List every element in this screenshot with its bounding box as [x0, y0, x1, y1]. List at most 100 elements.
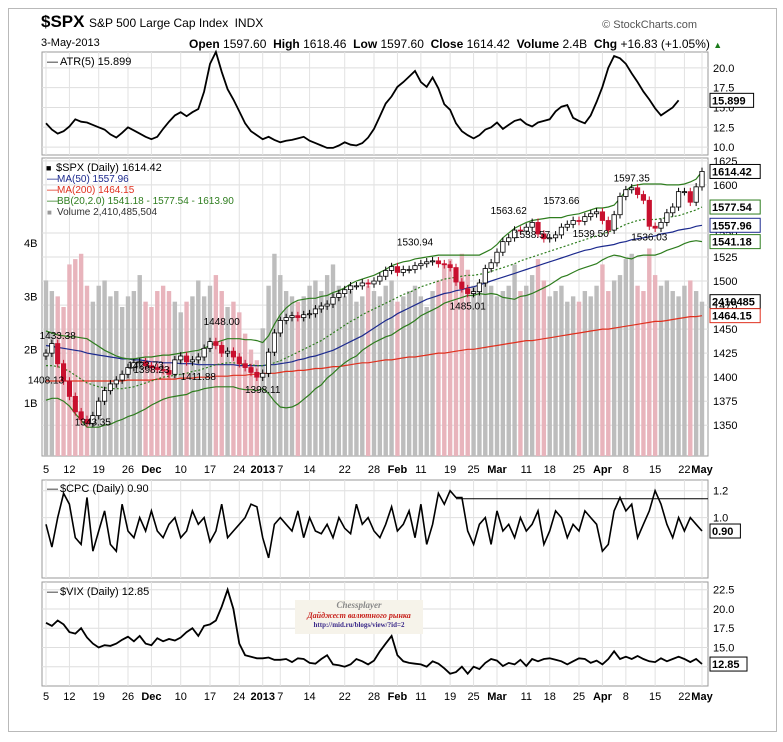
x-tick-label-bottom-2: 19 — [93, 691, 105, 703]
overlay-last-value-4: 1541.18 — [712, 237, 752, 249]
x-tick-label-3: 26 — [122, 464, 134, 476]
volume-bar — [219, 291, 224, 456]
x-tick-label-bottom-16: 25 — [467, 691, 479, 703]
volume-bar — [471, 285, 476, 456]
candle-body — [219, 345, 225, 354]
vix-last-value: 12.85 — [712, 659, 740, 671]
overlay-line-4 — [45, 240, 703, 428]
atr-tick-label-3: 12.5 — [713, 122, 734, 134]
volume-bar — [289, 296, 295, 456]
x-tick-label-15: 19 — [444, 464, 456, 476]
price-annotation-14: 1597.35 — [614, 173, 651, 184]
overlay-last-value-0: 1557.96 — [712, 220, 752, 232]
price-annotation-10: 1563.62 — [491, 206, 528, 217]
candle-body — [236, 356, 242, 365]
volume-bar — [412, 285, 418, 456]
candle-body — [406, 269, 412, 271]
candle-body — [576, 220, 582, 222]
spx-tick-label-6: 1450 — [713, 324, 737, 336]
volume-bar — [190, 296, 195, 456]
x-tick-label-bottom-7: 24 — [233, 691, 245, 703]
candle-body — [529, 222, 535, 228]
symbol-title: $SPX — [41, 12, 84, 32]
candle-body — [617, 196, 623, 216]
volume-bar — [658, 285, 664, 456]
volume-bar — [559, 285, 564, 456]
price-annotation-15: 1536.03 — [631, 232, 668, 243]
volume-bar — [430, 291, 435, 456]
volume-bar — [84, 285, 90, 456]
x-tick-label-12: 28 — [368, 464, 380, 476]
volume-bar — [196, 280, 201, 456]
candle-body — [72, 395, 78, 413]
candle-body — [377, 275, 383, 282]
volume-bar — [395, 301, 400, 456]
exchange: INDX — [234, 16, 264, 30]
x-tick-label-bottom-19: 18 — [544, 691, 556, 703]
volume-bar — [406, 291, 412, 456]
volume-legend-icon: ■ — [47, 208, 52, 217]
overlay-line-0 — [45, 224, 703, 367]
candle-body — [388, 266, 395, 271]
candle-body — [131, 362, 137, 368]
cpc-last-value: 0.90 — [712, 526, 733, 538]
candle-body — [166, 370, 172, 375]
candle-body — [78, 411, 84, 420]
candle-body — [271, 332, 278, 353]
candle-body — [119, 373, 125, 381]
overlay-last-value-3-box — [709, 199, 761, 215]
ma50-legend-label: MA(50) 1557.96 — [57, 174, 129, 185]
volume-bar — [465, 269, 470, 456]
volume-bar — [600, 264, 605, 456]
overlay-line-2 — [45, 171, 703, 360]
volume-bar — [389, 280, 394, 456]
volume-bar — [518, 291, 523, 456]
atr-tick-label-1: 17.5 — [713, 83, 734, 95]
candle-body — [535, 222, 541, 235]
price-annotation-13: 1539.50 — [573, 229, 610, 240]
ma200-legend-label: MA(200) 1464.15 — [57, 185, 135, 196]
volume-bar — [529, 275, 535, 456]
candle-body — [347, 285, 354, 291]
x-tick-label-23: 15 — [649, 464, 661, 476]
price-annotation-4: 1398.23 — [133, 365, 170, 376]
price-annotation-2: 1343.35 — [75, 418, 112, 429]
volume-bar — [500, 291, 506, 456]
volume-bar — [43, 280, 49, 456]
candle-body — [383, 270, 389, 277]
volume-bar — [90, 301, 96, 456]
vix-last-value-box — [709, 656, 748, 672]
x-tick-label-4: Dec — [141, 464, 161, 476]
atr-legend-swatch: — — [47, 56, 58, 68]
candle-body — [453, 267, 459, 283]
candle-body — [242, 363, 248, 368]
x-tick-label-bottom-5: 10 — [175, 691, 187, 703]
candle-body — [699, 171, 705, 188]
x-tick-label-bottom-20: 25 — [573, 691, 585, 703]
candle-body — [482, 268, 488, 284]
vix-tick-label-0: 22.5 — [713, 585, 734, 597]
volume-bar — [652, 275, 658, 456]
candle-body — [476, 282, 483, 293]
price-annotation-1: 1408.13 — [28, 375, 65, 386]
volume-tick-label-3: 1B — [24, 398, 37, 410]
candle-body — [301, 314, 307, 318]
volume-bar — [606, 291, 611, 456]
volume-bar — [547, 296, 552, 456]
candle-body — [465, 288, 471, 294]
x-tick-label-bottom-23: 15 — [649, 691, 661, 703]
volume-bar — [295, 301, 301, 456]
volume-bar — [242, 333, 248, 456]
x-tick-label-20: 25 — [573, 464, 585, 476]
volume-bar — [401, 296, 406, 456]
candle-body — [213, 341, 219, 346]
candle-body — [306, 313, 313, 316]
candle-body — [154, 367, 160, 370]
x-tick-label-19: 18 — [544, 464, 556, 476]
volume-bar — [682, 285, 687, 456]
vix-tick-label-1: 20.0 — [713, 604, 734, 616]
volume-bar — [155, 291, 160, 456]
volume-value: 2.4B — [562, 37, 588, 51]
source-credit[interactable]: © StockCharts.com — [602, 19, 697, 31]
watermark-line3: http://mid.ru/blogs/view/?id=2 — [313, 621, 405, 629]
